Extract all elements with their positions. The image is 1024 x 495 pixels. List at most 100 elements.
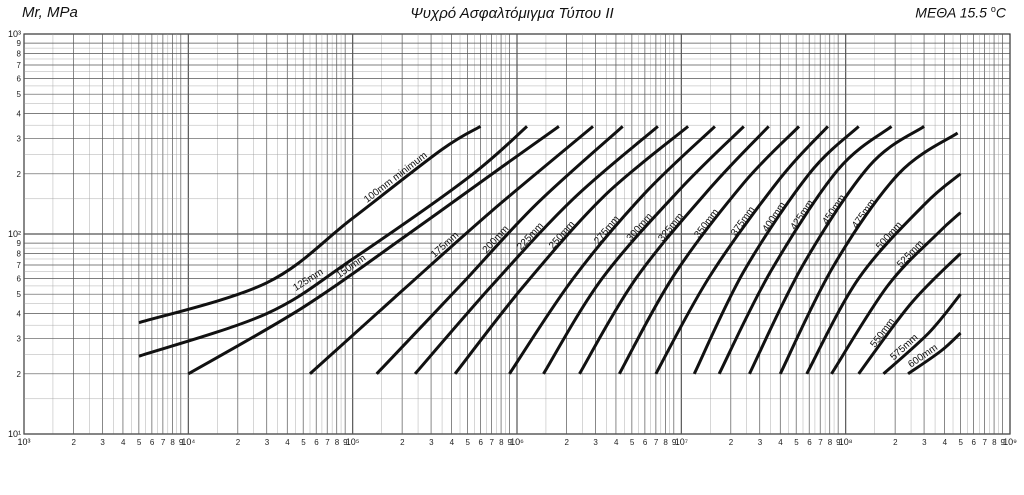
x-tick-label: 8 [663,438,668,447]
y-tick-label: 6 [17,74,22,83]
x-tick-label: 9 [179,438,184,447]
x-tick-label: 9 [507,438,512,447]
x-tick-label: 3 [922,438,927,447]
x-tick-label: 8 [170,438,175,447]
curve-label: 350mm [692,207,721,240]
y-tick-label: 10¹ [8,429,21,439]
x-tick-label: 5 [794,438,799,447]
x-tick-label: 3 [593,438,598,447]
x-tick-label: 2 [893,438,898,447]
x-tick-label: 10⁷ [675,437,688,447]
x-tick-label: 3 [100,438,105,447]
curve-100mm-minimum [138,125,482,325]
curve-400mm [692,125,860,375]
x-tick-label: 8 [335,438,340,447]
x-tick-label: 2 [400,438,405,447]
curve-375mm [654,125,830,375]
curve-175mm [308,125,594,375]
method-label: ΜΕΘΑ 15.5 oC [915,4,1006,21]
x-tick-label: 9 [343,438,348,447]
x-tick-label: 7 [983,438,988,447]
curve-label: 550mm [868,316,897,349]
x-tick-label: 2 [236,438,241,447]
x-tick-label: 7 [818,438,823,447]
x-tick-label: 4 [778,438,783,447]
y-tick-label: 8 [17,49,22,58]
x-tick-label: 6 [807,438,812,447]
curve-label: 450mm [820,193,848,227]
chart-curves [138,125,962,376]
curve-label: 275mm [592,214,622,247]
y-tick-label: 8 [17,249,22,258]
y-tick-label: 9 [17,239,22,248]
x-tick-label: 9 [672,438,677,447]
x-tick-label: 4 [285,438,290,447]
x-tick-label: 9 [1000,438,1005,447]
curve-525mm [830,211,962,375]
curve-label: 250mm [547,219,577,251]
y-tick-label: 10² [8,229,21,239]
x-tick-label: 10⁴ [181,437,195,447]
x-tick-label: 4 [614,438,619,447]
y-tick-label: 5 [17,90,22,99]
curve-300mm [542,125,745,375]
x-tick-label: 6 [479,438,484,447]
curve-250mm [453,125,690,375]
x-tick-label: 9 [836,438,841,447]
curve-275mm [508,125,716,375]
x-tick-label: 8 [499,438,504,447]
y-tick-label: 2 [17,170,22,179]
x-tick-label: 5 [137,438,142,447]
curve-500mm [805,172,962,375]
x-tick-label: 2 [729,438,734,447]
curve-475mm [778,131,959,375]
y-tick-label: 3 [17,135,22,144]
x-tick-label: 7 [161,438,166,447]
curve-325mm [578,125,770,375]
x-tick-label: 2 [71,438,76,447]
x-tick-label: 6 [314,438,319,447]
curve-225mm [413,125,659,375]
x-tick-label: 5 [959,438,964,447]
curve-450mm [748,125,925,375]
curve-label: 375mm [729,205,757,239]
x-tick-label: 5 [301,438,306,447]
x-tick-label: 7 [654,438,659,447]
x-tick-label: 6 [972,438,977,447]
curve-label: 425mm [789,198,817,232]
x-tick-label: 7 [490,438,495,447]
x-tick-label: 8 [992,438,997,447]
y-tick-label: 6 [17,274,22,283]
x-tick-label: 5 [630,438,635,447]
x-tick-label: 3 [429,438,434,447]
x-tick-label: 4 [943,438,948,447]
y-tick-label: 4 [17,110,22,119]
curve-600mm [907,331,962,376]
x-tick-label: 6 [643,438,648,447]
x-tick-label: 10³ [17,437,30,447]
method-label-suffix: C [995,4,1006,21]
method-label-degree: o [990,4,996,14]
x-tick-label: 10⁶ [510,437,524,447]
curve-label: 500mm [874,220,904,252]
curve-label: 475mm [850,197,878,231]
y-axis-label: Mr, MPa [22,4,78,21]
y-tick-label: 2 [17,370,22,379]
curve-label: 200mm [481,224,512,256]
y-tick-label: 9 [17,39,22,48]
curve-200mm [375,125,624,375]
curve-550mm [857,252,962,375]
curve-150mm [187,125,560,376]
x-tick-label: 6 [150,438,155,447]
x-tick-label: 5 [466,438,471,447]
x-tick-label: 7 [325,438,330,447]
curve-125mm [138,125,528,358]
x-tick-label: 10⁸ [839,437,853,447]
chart-grid [23,33,1011,435]
method-label-prefix: ΜΕΘΑ 15.5 [915,4,991,21]
curve-label: 225mm [515,221,546,253]
x-tick-label: 10⁵ [346,437,360,447]
y-tick-label: 4 [17,310,22,319]
